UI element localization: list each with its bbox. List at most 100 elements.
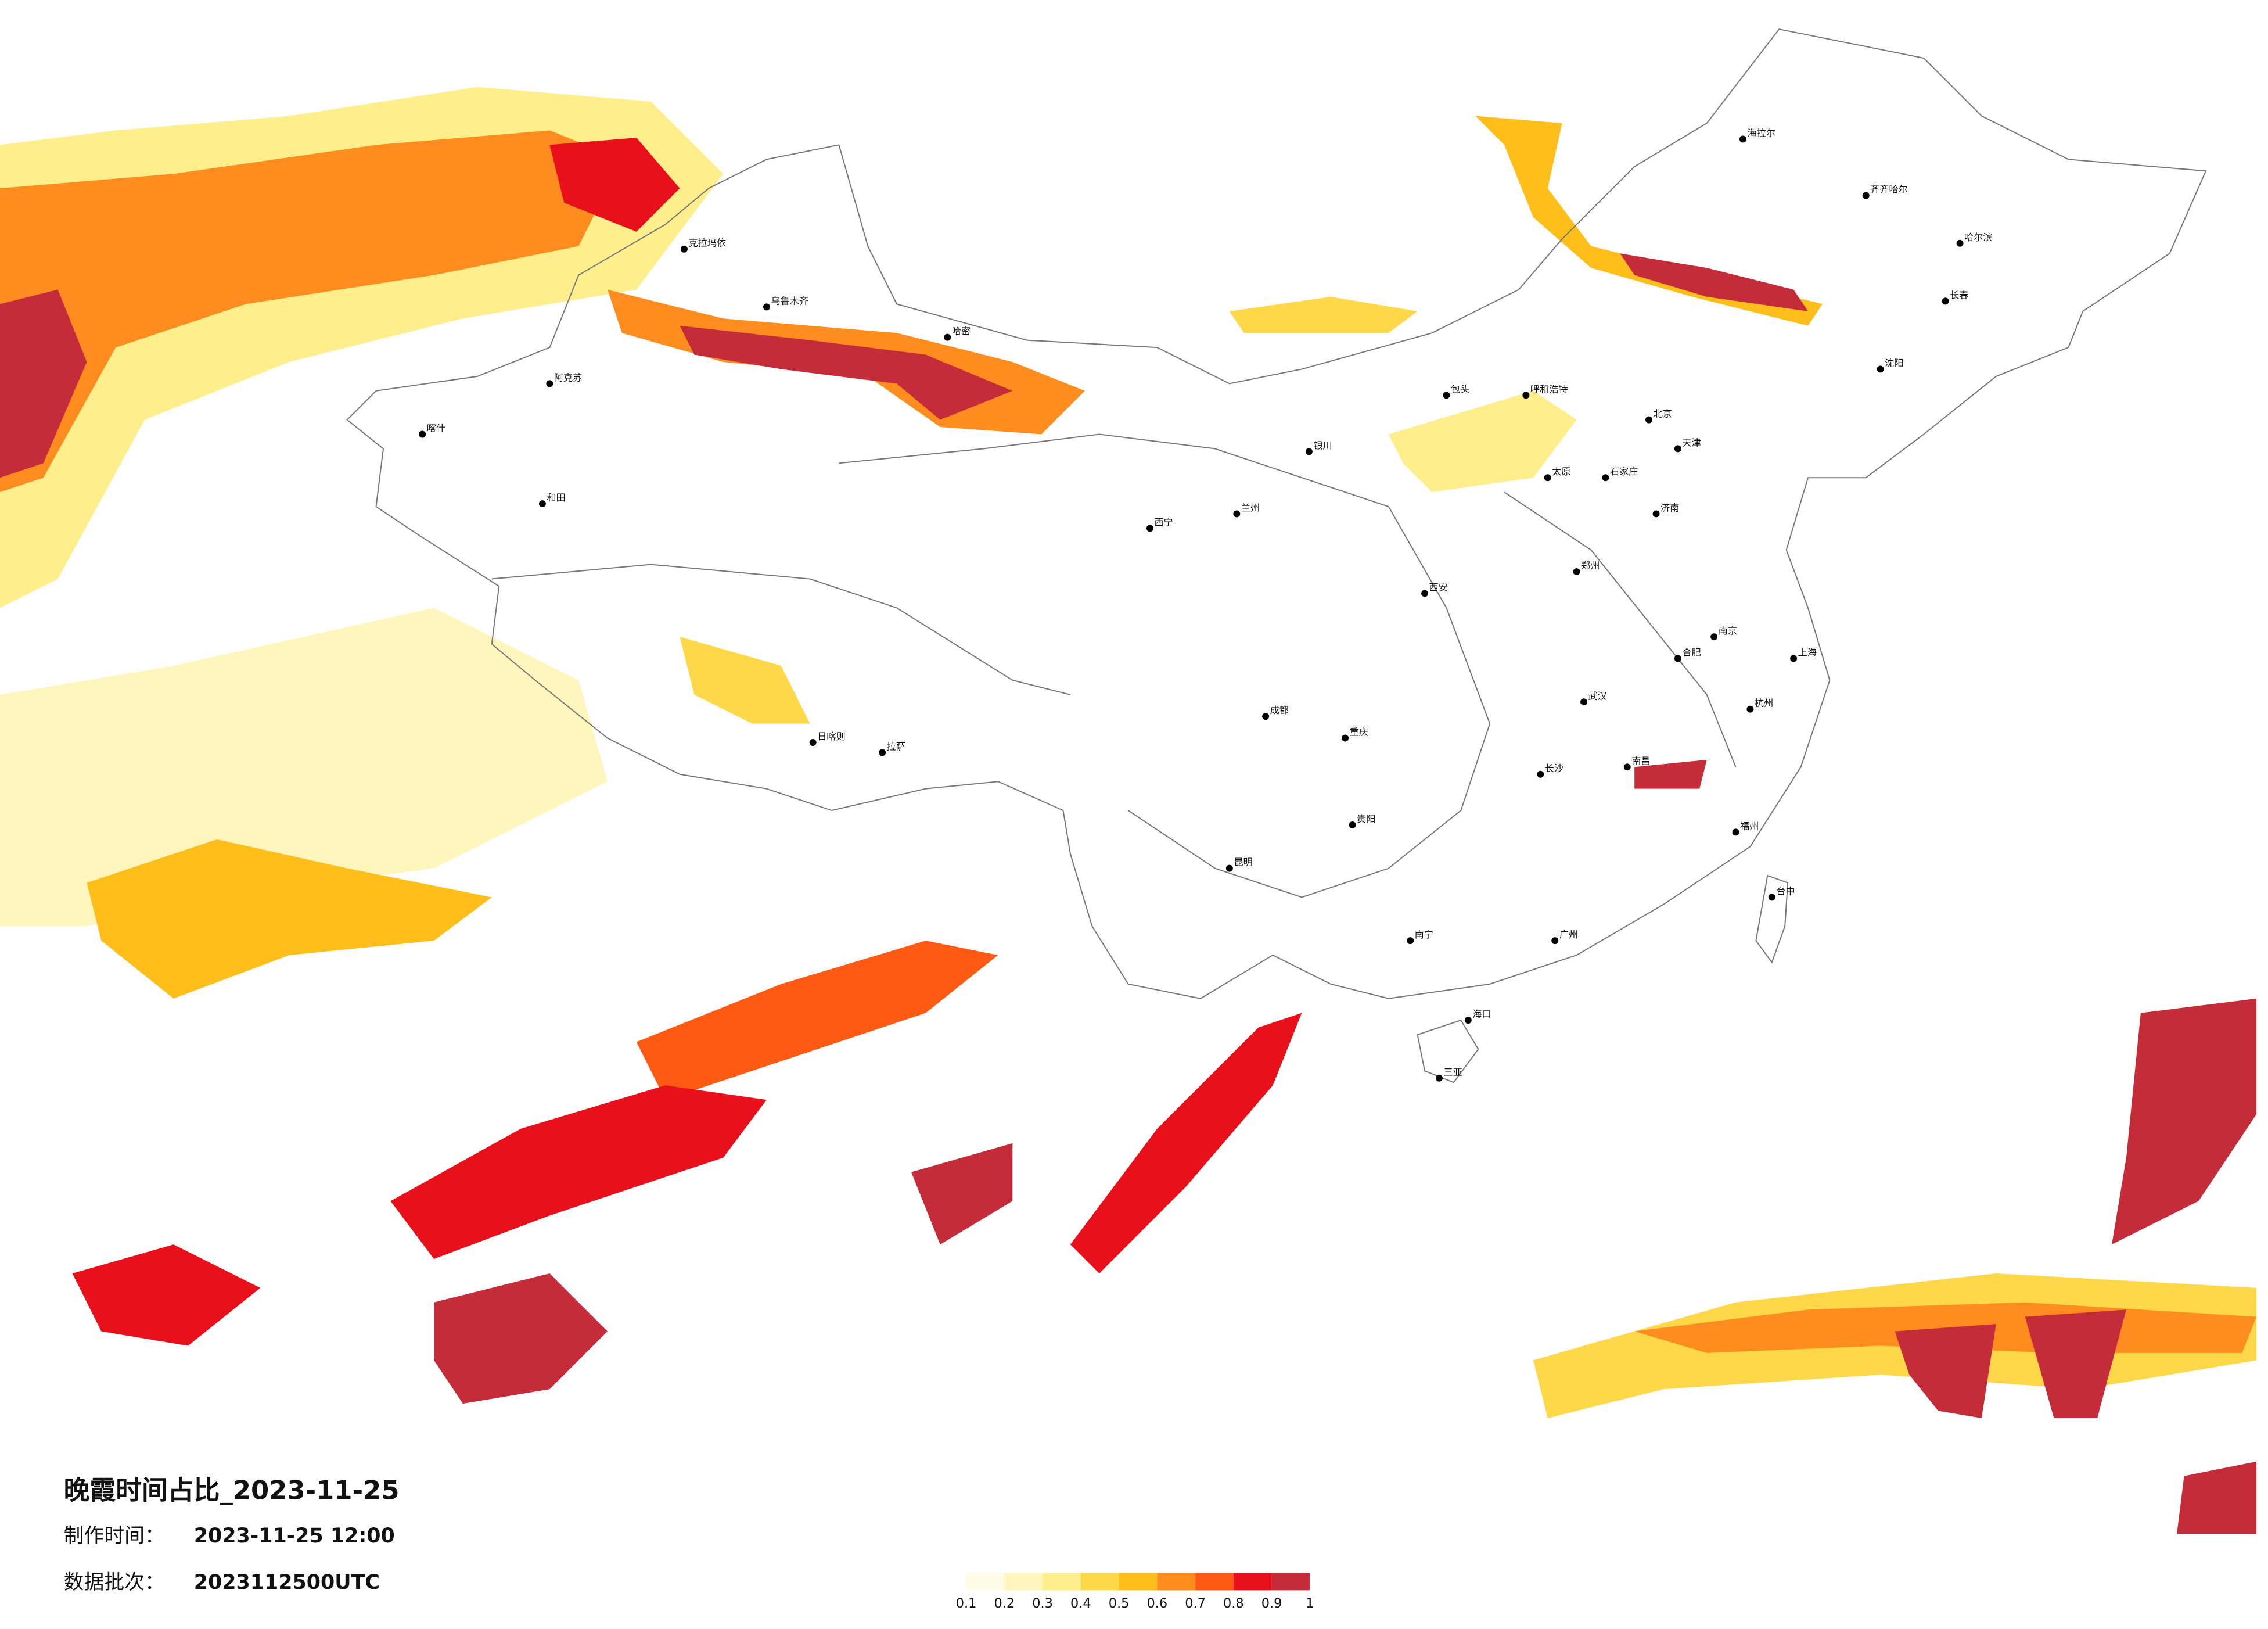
legend-swatch xyxy=(1119,1573,1158,1591)
city-label: 阿克苏 xyxy=(554,372,583,383)
city-dot xyxy=(1862,192,1870,199)
city-label: 呼和浩特 xyxy=(1530,383,1568,394)
city-label: 西宁 xyxy=(1154,516,1173,528)
province-border xyxy=(491,564,1071,695)
city-dot xyxy=(763,303,770,311)
city-label: 太原 xyxy=(1552,466,1570,477)
city-label: 天津 xyxy=(1682,437,1701,448)
city-label: 齐齐哈尔 xyxy=(1870,184,1908,195)
heat-blob xyxy=(0,608,608,927)
city-label: 喀什 xyxy=(427,423,445,434)
city-label: 和田 xyxy=(547,492,565,503)
city-dot xyxy=(1443,392,1450,399)
legend-swatch xyxy=(966,1573,1005,1591)
city-dot xyxy=(1233,510,1241,518)
city-dot xyxy=(1522,392,1530,399)
city-label: 海拉尔 xyxy=(1747,127,1775,138)
city-label: 成都 xyxy=(1270,705,1289,716)
city-label: 北京 xyxy=(1654,408,1672,419)
borders xyxy=(346,28,2207,1083)
made-label: 制作时间： xyxy=(64,1524,165,1548)
legend-tick-label: 0.1 xyxy=(956,1596,977,1611)
city-dot xyxy=(1573,568,1580,576)
city-label: 石家庄 xyxy=(1610,466,1638,477)
city-dot xyxy=(1877,365,1884,373)
city-dot xyxy=(1537,770,1544,778)
heat-blob xyxy=(72,1244,261,1346)
legend-swatch xyxy=(1195,1573,1234,1591)
city-label: 合肥 xyxy=(1682,647,1701,658)
heat-blob xyxy=(1634,759,1707,789)
batch: 2023112500UTC xyxy=(194,1571,380,1594)
city-label: 海口 xyxy=(1472,1009,1491,1020)
city-dot xyxy=(1645,416,1653,424)
heat-blob xyxy=(2177,1461,2257,1534)
legend-swatch xyxy=(1233,1573,1272,1591)
city-dot xyxy=(1349,821,1356,828)
city-label: 长春 xyxy=(1950,289,1968,300)
city-label: 昆明 xyxy=(1234,857,1252,868)
city-dot xyxy=(1790,655,1798,662)
heat-blob xyxy=(1229,296,1418,333)
taiwan-border xyxy=(1755,874,1789,964)
city-label: 拉萨 xyxy=(887,741,905,752)
city-label: 上海 xyxy=(1798,647,1817,658)
heat-blob xyxy=(1895,1324,1996,1419)
legend-swatch xyxy=(1080,1573,1119,1591)
legend-tick-label: 0.7 xyxy=(1185,1596,1206,1611)
heat-blob xyxy=(1620,253,1809,311)
legend-tick-label: 0.6 xyxy=(1147,1596,1168,1611)
city-dot xyxy=(1768,894,1775,901)
legend-swatch xyxy=(1271,1573,1310,1591)
city-label: 西安 xyxy=(1429,582,1448,593)
hainan-border xyxy=(1417,1019,1479,1083)
city-label: 包头 xyxy=(1451,383,1469,394)
city-dot xyxy=(1305,448,1313,455)
city-dot xyxy=(809,738,817,746)
legend-tick-label: 0.4 xyxy=(1070,1596,1091,1611)
city-label: 长沙 xyxy=(1545,763,1563,774)
city-label: 银川 xyxy=(1313,440,1332,451)
city-dot xyxy=(1674,445,1681,453)
city-dot xyxy=(680,245,688,253)
legend-tick-label: 1 xyxy=(1306,1596,1314,1611)
city-label: 广州 xyxy=(1559,929,1578,940)
city-dot xyxy=(1942,297,1949,305)
city-dot xyxy=(879,749,886,756)
heat-blob xyxy=(434,1273,608,1404)
city-label: 乌鲁木齐 xyxy=(771,295,808,306)
city-dot xyxy=(1551,937,1559,945)
heat-blob xyxy=(636,941,998,1100)
city-label: 哈尔滨 xyxy=(1964,232,1993,243)
title: 晚霞时间占比_2023-11-25 xyxy=(64,1474,400,1505)
heat-blob xyxy=(911,1143,1013,1245)
city-label: 郑州 xyxy=(1581,560,1600,571)
city-dot xyxy=(1732,828,1739,836)
legend-swatch xyxy=(1043,1573,1081,1591)
city-dot xyxy=(1146,525,1153,532)
city-dot xyxy=(1421,590,1429,597)
city-label: 济南 xyxy=(1660,502,1679,513)
city-label: 重庆 xyxy=(1350,727,1368,738)
city-dot xyxy=(944,333,951,341)
city-label: 克拉玛依 xyxy=(688,238,726,249)
city-dot xyxy=(1580,698,1588,706)
heat-blob xyxy=(0,289,87,478)
legend: 0.1 0.2 0.3 0.4 0.5 0.6 0.7 0.8 0.9 1 xyxy=(956,1573,1314,1611)
legend-tick-label: 0.3 xyxy=(1032,1596,1053,1611)
city-dot xyxy=(1746,705,1754,713)
city-label: 贵阳 xyxy=(1357,813,1375,824)
city-label: 福州 xyxy=(1740,820,1759,831)
heat-blob xyxy=(1070,1013,1302,1273)
legend-swatch xyxy=(1157,1573,1196,1591)
heat-blob xyxy=(0,130,622,493)
city-dot xyxy=(1623,763,1631,771)
city-label: 南京 xyxy=(1719,625,1737,636)
city-dot xyxy=(538,500,546,508)
city-dot xyxy=(1956,239,1964,247)
city-label: 沈阳 xyxy=(1885,357,1903,368)
heat-blob xyxy=(680,325,1013,420)
